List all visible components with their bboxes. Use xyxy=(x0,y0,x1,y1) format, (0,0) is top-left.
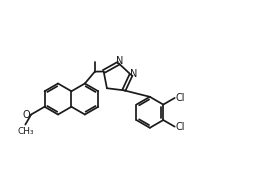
Text: N: N xyxy=(116,56,123,66)
Text: Cl: Cl xyxy=(176,122,185,132)
Text: N: N xyxy=(130,69,137,79)
Text: O: O xyxy=(22,110,30,119)
Text: Cl: Cl xyxy=(176,93,185,103)
Text: CH₃: CH₃ xyxy=(17,127,34,136)
